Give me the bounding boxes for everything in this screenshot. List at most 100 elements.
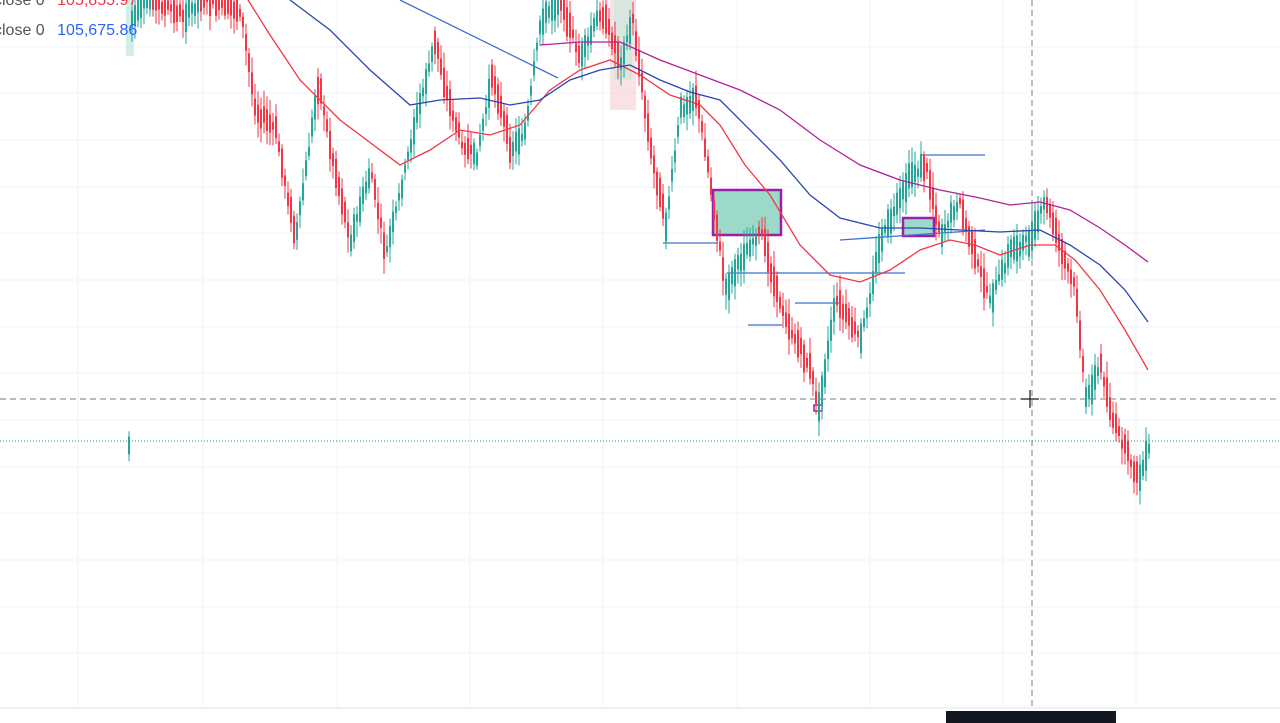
candle-body — [1028, 230, 1030, 257]
candle-body — [854, 321, 856, 335]
candle-body — [416, 105, 418, 123]
candle-body — [602, 7, 604, 29]
candle-body — [824, 359, 826, 388]
candle-body — [986, 285, 988, 293]
candle-body — [788, 313, 790, 340]
candle-body — [218, 0, 220, 10]
candle-body — [947, 220, 949, 228]
candle-body — [1094, 365, 1096, 390]
ma-slow-line — [539, 41, 1149, 263]
candle-body — [1058, 234, 1060, 251]
candle-body — [290, 196, 292, 223]
candle-body — [869, 293, 871, 304]
candle-body — [155, 0, 157, 11]
candle-body — [185, 3, 187, 33]
candle-body — [1133, 461, 1135, 483]
candle-body — [1007, 244, 1009, 268]
candle-body — [683, 104, 685, 117]
candle-body — [539, 20, 541, 35]
candle-body — [440, 58, 442, 75]
candle-body — [215, 0, 217, 16]
candle-body — [275, 116, 277, 139]
candle-body — [455, 117, 457, 132]
candle-body — [959, 197, 961, 205]
candle-body — [977, 259, 979, 267]
candle-body — [872, 271, 874, 295]
candle-body — [668, 196, 670, 210]
candle-body — [278, 141, 280, 153]
candle-body — [350, 234, 352, 252]
candle-body — [608, 18, 610, 35]
candle-body — [452, 110, 454, 121]
candle-body — [236, 0, 238, 22]
candle-body — [503, 111, 505, 127]
trendline — [839, 229, 986, 241]
candle-body — [1142, 459, 1144, 476]
candle-body — [908, 163, 910, 189]
candle-body — [371, 172, 373, 179]
candle-body — [1097, 367, 1099, 376]
candle-body — [920, 153, 922, 178]
candle-body — [254, 98, 256, 116]
candle-body — [995, 279, 997, 291]
candle-body — [497, 84, 499, 114]
candle-body — [827, 340, 829, 360]
candle-body — [260, 109, 262, 129]
candle-body — [605, 4, 607, 34]
candle-body — [194, 3, 196, 16]
candle-body — [1076, 288, 1078, 317]
candle-body — [773, 266, 775, 297]
candle-body — [470, 144, 472, 155]
candle-body — [776, 275, 778, 303]
candle-body — [821, 375, 823, 406]
candle-body — [128, 436, 130, 455]
candle-body — [956, 201, 958, 212]
candle-body — [845, 304, 847, 323]
candle-body — [1112, 412, 1114, 428]
overlays — [0, 0, 1280, 708]
candle-body — [176, 5, 178, 23]
candle-body — [725, 278, 727, 295]
candle-body — [422, 87, 424, 97]
candle-body — [368, 168, 370, 189]
candle-body — [485, 107, 487, 114]
candle-body — [173, 0, 175, 23]
candle-body — [818, 392, 820, 422]
candle-body — [791, 329, 793, 339]
candle-body — [1025, 235, 1027, 242]
candle-body — [500, 95, 502, 118]
candle-body — [530, 85, 532, 96]
candle-body — [740, 253, 742, 272]
candle-body — [167, 0, 169, 10]
candle-body — [224, 0, 226, 16]
trendline — [399, 0, 559, 79]
candle-body — [383, 232, 385, 259]
candle-body — [233, 1, 235, 19]
candle-body — [650, 137, 652, 159]
candle-body — [251, 72, 253, 95]
crosshair-cursor-icon — [1021, 390, 1039, 408]
candle-body — [809, 353, 811, 379]
candle-body — [971, 230, 973, 255]
candle-body — [1049, 203, 1051, 218]
candle-body — [833, 298, 835, 322]
candle-body — [443, 67, 445, 97]
candle-body — [323, 106, 325, 116]
candle-body — [413, 117, 415, 145]
candle-body — [719, 241, 721, 251]
candle-body — [866, 307, 868, 319]
candle-body — [335, 158, 337, 188]
candle-body — [482, 118, 484, 131]
candle-body — [779, 296, 781, 309]
candle-body — [611, 32, 613, 50]
candle-body — [389, 226, 391, 248]
candle-body — [896, 192, 898, 215]
candle-body — [950, 202, 952, 223]
candle-body — [761, 229, 763, 236]
candle-body — [887, 209, 889, 237]
candle-body — [653, 155, 655, 174]
candle-body — [1073, 277, 1075, 287]
candle-body — [1100, 353, 1102, 373]
